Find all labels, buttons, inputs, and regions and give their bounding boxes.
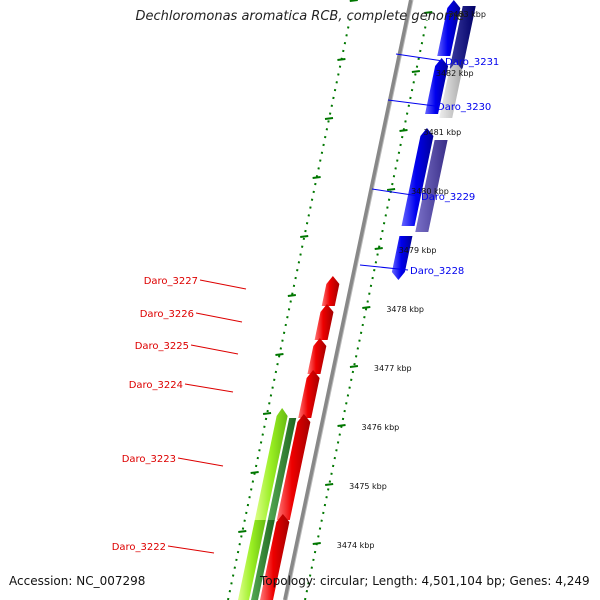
gene-arrow-daro-3224	[298, 370, 320, 418]
gene-label: Daro_3224	[129, 380, 183, 391]
gene-annotation-green-1	[267, 418, 297, 520]
scale-tick-label: 3475 kbp	[349, 482, 387, 491]
scale-tick	[411, 70, 421, 73]
scale-tick-label: 3481 kbp	[423, 128, 461, 137]
scale-line-outer	[304, 19, 428, 600]
scale-tick	[424, 11, 433, 14]
scale-tick-inner	[275, 353, 284, 356]
gene-leader-line	[395, 53, 444, 62]
gene-label: Daro_3229	[421, 192, 475, 203]
gene-arrow-daro-3230	[425, 58, 449, 114]
gene-leader-line	[371, 188, 420, 197]
scale-tick-inner	[337, 58, 346, 61]
scale-tick-label: 3478 kbp	[386, 305, 424, 314]
scale-tick	[312, 542, 321, 545]
gene-arrow-daro-3227	[321, 276, 340, 306]
gene-label: Daro_3227	[144, 276, 198, 287]
scale-tick-label: 3474 kbp	[337, 541, 375, 550]
gene-leader-line	[177, 457, 224, 467]
scale-tick-label: 3483 kbp	[448, 10, 486, 19]
gene-annotation-lime-2	[238, 520, 266, 600]
gene-label: Daro_3223	[122, 454, 176, 465]
scale-tick	[337, 424, 346, 427]
gene-leader-line	[387, 99, 436, 107]
scale-tick	[362, 306, 371, 309]
scale-tick-inner	[287, 294, 296, 297]
scale-tick	[399, 129, 408, 132]
scale-tick-inner	[300, 235, 309, 238]
gene-arrow-daro-3231	[437, 0, 461, 56]
gene-leader-line	[195, 312, 243, 323]
genome-backbone	[283, 0, 413, 600]
gene-arrow-daro-3225	[307, 338, 327, 374]
gene-label: Daro_3230	[437, 102, 491, 113]
scale-tick	[374, 247, 383, 250]
gene-arrow-daro-3229	[401, 128, 434, 226]
scale-tick-inner	[262, 412, 272, 415]
gene-annotation-3230	[439, 62, 463, 118]
gene-label: Daro_3225	[135, 341, 189, 352]
gene-annotation-green-2	[251, 520, 275, 600]
scale-tick-label: 3480 kbp	[411, 187, 449, 196]
gene-leader-line	[359, 264, 409, 271]
gene-label: Daro_3226	[140, 309, 194, 320]
scale-line-inner	[227, 19, 351, 600]
scale-tick-label: 3476 kbp	[362, 423, 400, 432]
scale-tick-label: 3479 kbp	[399, 246, 437, 255]
gene-annotation-3231	[449, 6, 476, 76]
gene-label: Daro_3222	[112, 542, 166, 553]
gene-arrow-daro-3226	[314, 304, 334, 340]
gene-label: Daro_3231	[445, 57, 499, 68]
scale-tick-inner	[324, 117, 334, 120]
scale-tick-inner	[312, 176, 321, 179]
scale-tick-label: 3477 kbp	[374, 364, 412, 373]
scale-tick	[349, 365, 359, 368]
genome-title: Dechloromonas aromatica RCB, complete ge…	[135, 9, 465, 24]
scale-tick	[325, 483, 334, 486]
genome-stats-text: Topology: circular; Length: 4,501,104 bp…	[260, 574, 590, 588]
gene-annotation-lime-1	[254, 408, 288, 520]
genome-backbone-highlight	[286, 0, 414, 600]
gene-leader-line	[199, 279, 247, 290]
gene-leader-line	[167, 545, 215, 554]
gene-arrow-daro-3223	[276, 414, 311, 520]
scale-tick	[386, 188, 396, 191]
gene-arrow-daro-3222	[260, 514, 290, 600]
accession-text: Accession: NC_007298	[9, 574, 146, 588]
gene-leader-line	[184, 383, 234, 393]
gene-label: Daro_3228	[410, 266, 464, 277]
scale-tick-inner	[250, 471, 259, 474]
gene-annotation-3229	[415, 140, 448, 232]
scale-tick-label: 3482 kbp	[436, 69, 474, 78]
scale-tick-inner	[349, 0, 358, 2]
scale-tick-inner	[238, 530, 247, 533]
gene-leader-line	[190, 344, 239, 355]
